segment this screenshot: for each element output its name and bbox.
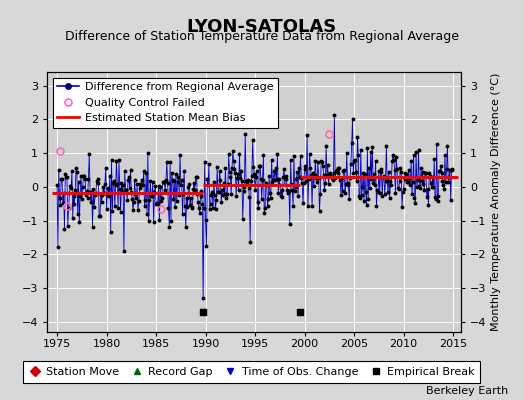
Text: LYON-SATOLAS: LYON-SATOLAS: [187, 18, 337, 36]
Text: Berkeley Earth: Berkeley Earth: [426, 386, 508, 396]
Legend: Difference from Regional Average, Quality Control Failed, Estimated Station Mean: Difference from Regional Average, Qualit…: [53, 78, 278, 128]
Text: Difference of Station Temperature Data from Regional Average: Difference of Station Temperature Data f…: [65, 30, 459, 43]
Legend: Station Move, Record Gap, Time of Obs. Change, Empirical Break: Station Move, Record Gap, Time of Obs. C…: [23, 362, 480, 382]
Y-axis label: Monthly Temperature Anomaly Difference (°C): Monthly Temperature Anomaly Difference (…: [491, 73, 501, 331]
